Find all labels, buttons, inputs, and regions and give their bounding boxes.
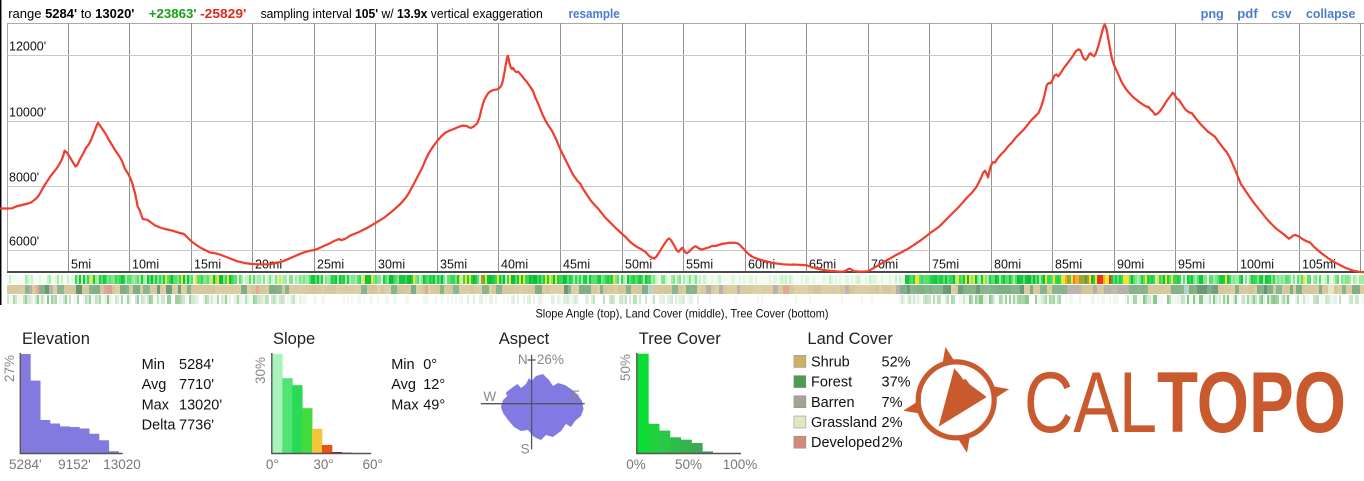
svg-text:35mi: 35mi bbox=[440, 258, 467, 272]
svg-text:7736': 7736' bbox=[179, 418, 214, 434]
svg-text:Avg: Avg bbox=[142, 377, 167, 393]
svg-text:30mi: 30mi bbox=[378, 258, 405, 272]
svg-text:52%: 52% bbox=[882, 354, 911, 370]
svg-text:13020': 13020' bbox=[179, 397, 222, 413]
svg-text:10000': 10000' bbox=[9, 106, 46, 120]
svg-text:Elevation: Elevation bbox=[22, 330, 90, 348]
svg-text:27%: 27% bbox=[2, 355, 17, 382]
svg-text:95mi: 95mi bbox=[1178, 258, 1205, 272]
svg-text:50%: 50% bbox=[618, 354, 633, 381]
svg-text:0%: 0% bbox=[626, 457, 646, 472]
svg-text:Delta: Delta bbox=[142, 418, 177, 434]
svg-text:W: W bbox=[483, 389, 496, 404]
svg-text:40mi: 40mi bbox=[501, 258, 528, 272]
svg-text:26%: 26% bbox=[537, 352, 564, 367]
svg-text:80mi: 80mi bbox=[994, 258, 1021, 272]
svg-text:6000': 6000' bbox=[9, 235, 39, 249]
svg-text:N: N bbox=[518, 352, 528, 367]
svg-text:Forest: Forest bbox=[811, 375, 852, 391]
svg-text:range 5284' to 13020': range 5284' to 13020' bbox=[8, 6, 134, 21]
svg-text:100%: 100% bbox=[723, 457, 758, 472]
svg-text:+23863': +23863' bbox=[149, 6, 197, 21]
svg-text:0°: 0° bbox=[266, 457, 279, 472]
svg-text:9152': 9152' bbox=[58, 457, 91, 472]
svg-text:2%: 2% bbox=[882, 415, 903, 431]
svg-text:105mi: 105mi bbox=[1302, 258, 1336, 272]
svg-text:5284': 5284' bbox=[9, 457, 42, 472]
svg-text:50%: 50% bbox=[675, 457, 702, 472]
svg-text:Aspect: Aspect bbox=[499, 330, 550, 348]
svg-text:Slope: Slope bbox=[273, 330, 315, 348]
svg-text:Land Cover: Land Cover bbox=[807, 330, 893, 348]
svg-text:CAL: CAL bbox=[1024, 355, 1157, 451]
svg-text:70mi: 70mi bbox=[871, 258, 898, 272]
svg-text:100mi: 100mi bbox=[1240, 258, 1274, 272]
svg-text:13020: 13020 bbox=[103, 457, 141, 472]
svg-text:10mi: 10mi bbox=[132, 258, 159, 272]
svg-text:png: png bbox=[1201, 6, 1224, 21]
svg-text:S: S bbox=[521, 442, 530, 457]
svg-text:E: E bbox=[571, 388, 580, 403]
svg-text:collapse: collapse bbox=[1306, 6, 1355, 21]
svg-text:45mi: 45mi bbox=[563, 258, 590, 272]
svg-text:Min: Min bbox=[142, 357, 165, 373]
svg-text:5284': 5284' bbox=[179, 357, 214, 373]
svg-text:30°: 30° bbox=[313, 457, 333, 472]
svg-text:50mi: 50mi bbox=[625, 258, 652, 272]
svg-text:85mi: 85mi bbox=[1055, 258, 1082, 272]
svg-text:Grassland: Grassland bbox=[811, 415, 877, 431]
svg-text:60°: 60° bbox=[362, 457, 382, 472]
svg-text:5mi: 5mi bbox=[71, 258, 91, 272]
svg-text:2%: 2% bbox=[882, 435, 903, 451]
svg-text:12°: 12° bbox=[423, 377, 445, 393]
svg-text:Min: Min bbox=[391, 357, 414, 373]
svg-text:Barren: Barren bbox=[811, 395, 855, 411]
svg-text:90mi: 90mi bbox=[1117, 258, 1144, 272]
svg-text:55mi: 55mi bbox=[686, 258, 713, 272]
svg-text:Shrub: Shrub bbox=[811, 354, 850, 370]
svg-text:8000': 8000' bbox=[9, 171, 39, 185]
svg-text:15mi: 15mi bbox=[194, 258, 221, 272]
svg-text:Max: Max bbox=[391, 397, 419, 413]
svg-text:Avg: Avg bbox=[391, 377, 416, 393]
svg-text:Developed: Developed bbox=[811, 435, 880, 451]
svg-text:0°: 0° bbox=[423, 357, 437, 373]
svg-text:37%: 37% bbox=[882, 375, 911, 391]
svg-text:Slope Angle (top), Land Cover: Slope Angle (top), Land Cover (middle), … bbox=[536, 307, 829, 321]
svg-text:sampling interval 105' w/ 13.9: sampling interval 105' w/ 13.9x vertical… bbox=[261, 6, 543, 21]
svg-text:pdf: pdf bbox=[1237, 6, 1258, 21]
svg-text:49°: 49° bbox=[423, 397, 445, 413]
svg-text:7710': 7710' bbox=[179, 377, 214, 393]
svg-text:30%: 30% bbox=[253, 357, 268, 384]
svg-text:-25829': -25829' bbox=[200, 6, 246, 21]
svg-text:12000': 12000' bbox=[9, 40, 46, 54]
svg-text:resample: resample bbox=[569, 6, 620, 21]
svg-text:TOPO: TOPO bbox=[1157, 355, 1346, 451]
svg-text:csv: csv bbox=[1271, 6, 1292, 21]
svg-text:75mi: 75mi bbox=[932, 258, 959, 272]
svg-text:25mi: 25mi bbox=[317, 258, 344, 272]
svg-text:Max: Max bbox=[142, 397, 170, 413]
svg-text:7%: 7% bbox=[882, 395, 903, 411]
svg-text:Tree Cover: Tree Cover bbox=[639, 330, 721, 348]
